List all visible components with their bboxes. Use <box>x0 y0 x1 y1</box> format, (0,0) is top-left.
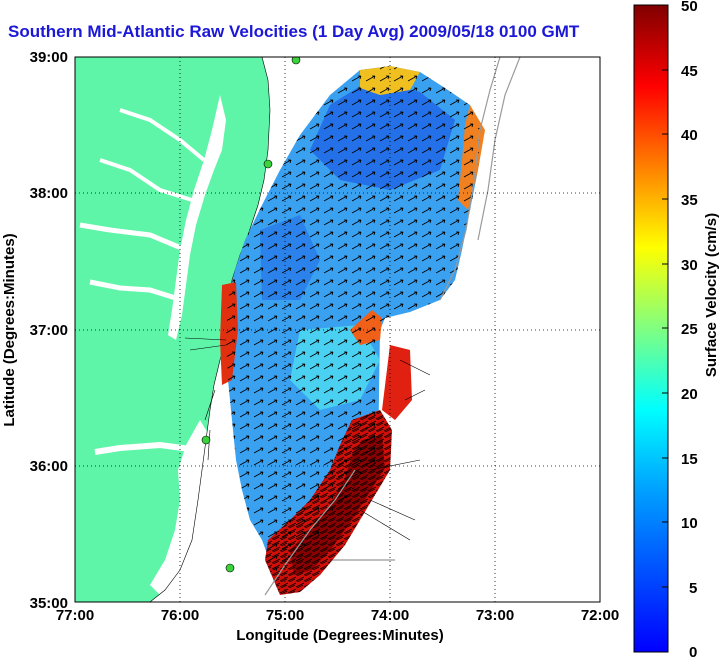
velocity-arrows <box>226 66 480 575</box>
x-axis-label: Longitude (Degrees:Minutes) <box>236 627 444 644</box>
pamlico-sound <box>150 420 212 595</box>
radar-site-marker <box>225 563 235 573</box>
radar-site-marker <box>291 57 301 65</box>
colorbar-label: Surface Velocity (cm/s) <box>703 213 720 377</box>
colorbar-tick-label: 45 <box>681 63 698 80</box>
x-tick-label: 73:00 <box>476 607 514 624</box>
velocity-arrows-outliers <box>184 337 431 561</box>
colorbar-tick-label: 25 <box>681 321 698 338</box>
chart-title: Southern Mid-Atlantic Raw Velocities (1 … <box>8 22 580 41</box>
chesapeake-bay <box>168 95 226 340</box>
bay-tributary-2 <box>89 279 183 303</box>
y-tick-label: 39:00 <box>30 49 68 66</box>
x-tick-label: 76:00 <box>161 607 199 624</box>
colorbar-tick-label: 0 <box>689 644 697 659</box>
y-tick-label: 37:00 <box>30 322 68 339</box>
bathymetry-contour-3 <box>264 469 356 596</box>
x-tick-label: 77:00 <box>56 607 94 624</box>
colorbar-tick-label: 30 <box>681 257 698 274</box>
bay-tributary-4 <box>119 108 206 162</box>
bathymetry-contour-2 <box>477 57 521 241</box>
colorbar-tick-label: 20 <box>681 386 698 403</box>
radar-site-marker <box>201 435 211 445</box>
y-axis-label: Latitude (Degrees:Minutes) <box>1 233 18 426</box>
x-tick-label: 74:00 <box>371 607 409 624</box>
colorbar-ticks <box>662 4 668 653</box>
radar-site-marker <box>263 159 273 169</box>
bay-tributary-1 <box>79 222 187 253</box>
x-tick-label: 75:00 <box>266 607 304 624</box>
y-tick-label: 35:00 <box>30 595 68 612</box>
bay-tributary-3 <box>99 158 193 202</box>
colorbar-tick-label: 15 <box>681 451 698 468</box>
colorbar-tick-label: 40 <box>681 127 698 144</box>
x-tick-label: 72:00 <box>581 607 619 624</box>
albemarle-sound <box>94 441 199 455</box>
velocity-offshore-blob <box>382 345 412 420</box>
colorbar-tick-label: 50 <box>681 0 698 15</box>
y-tick-label: 38:00 <box>30 185 68 202</box>
colorbar-tick-label: 35 <box>681 192 698 209</box>
y-tick-label: 36:00 <box>30 458 68 475</box>
bathymetry-contour <box>439 57 501 301</box>
colorbar-tick-label: 10 <box>681 515 698 532</box>
colorbar-tick-label: 5 <box>689 580 697 597</box>
